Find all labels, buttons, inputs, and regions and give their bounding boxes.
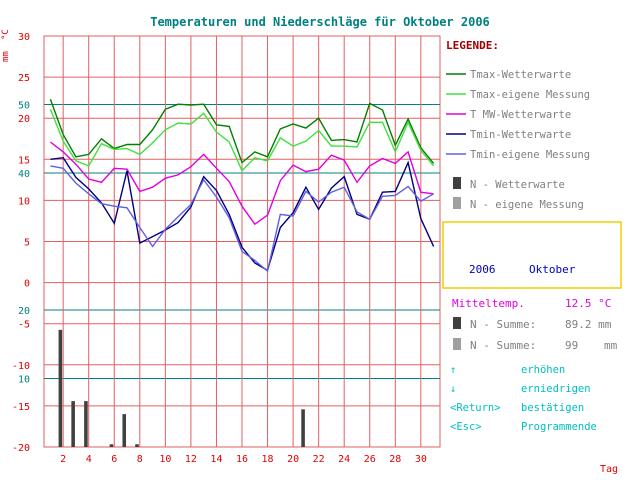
legend-label: Tmax-Wetterwarte [470,69,571,81]
y-tick-label: 5 [24,238,30,249]
x-tick-label: 14 [210,454,222,465]
x-tick-label: 6 [111,454,117,465]
precip-bar [122,414,127,447]
mean-temp-value: 12.5 °C [565,297,611,310]
key-action: erniedrigen [521,383,591,395]
legend-bars: N - Wetterwarte N - eigene Messung [453,177,584,211]
legend-lines: Tmax-Wetterwarte Tmax-eigene Messung T MW-… [446,69,590,161]
x-tick-label: 20 [287,454,299,465]
key-action: bestätigen [521,402,584,414]
series-line [49,141,434,226]
precip-tick-label: 50 [18,101,30,112]
y-tick-label: 30 [18,32,30,43]
grid [43,35,441,448]
key-name: ↓ [450,383,456,395]
sum1-label: N - Summe: [470,318,536,331]
precip-bar [301,409,305,447]
period-year: 2006 [469,263,496,276]
x-axis-ticks: 2 4 6 8 10 12 14 16 18 20 22 24 26 28 30 [60,454,427,465]
y-tick-label: 0 [24,279,30,290]
key-name: ↑ [450,364,456,376]
precip-tick-label: 10 [18,375,30,386]
key-action: Programmende [521,421,597,433]
mean-temp-label: Mitteltemp. [452,297,525,310]
precip-bar [84,401,88,447]
legend-label: Tmax-eigene Messung [470,89,590,101]
y-tick-label: 20 [18,114,30,125]
legend-bar-label: N - Wetterwarte [470,179,565,191]
legend-bar-swatch [453,197,461,209]
sum2-swatch [453,338,461,350]
period-month: Oktober [529,263,576,276]
x-tick-label: 28 [389,454,401,465]
precip-bar [109,444,114,447]
precip-tick-label: 40 [18,169,30,180]
sum1-value: 89.2 mm [565,318,612,331]
key-name: <Return> [450,402,501,414]
x-tick-label: 12 [185,454,197,465]
sum2-label: N - Summe: [470,339,536,352]
key-help: ↑ erhöhen ↓ erniedrigen <Return> bestätigen <E… [450,364,597,433]
x-tick-label: 8 [137,454,143,465]
y-tick-label: 25 [18,73,30,84]
series-line [49,108,435,173]
key-action: erhöhen [521,364,565,376]
x-tick-label: 2 [60,454,66,465]
sum1-swatch [453,317,461,329]
legend-bar-label: N - eigene Messung [470,199,584,211]
x-tick-label: 10 [159,454,171,465]
sum2-value: 99 [565,339,578,352]
x-axis-unit: Tag [600,464,618,475]
temperature-lines [49,99,435,273]
x-tick-label: 4 [86,454,92,465]
y-axis-unit-degc: °C [1,29,11,40]
chart-title: Temperaturen und Niederschläge für Oktob… [150,15,490,29]
sum2-unit: mm [604,339,618,352]
x-tick-label: 18 [262,454,274,465]
x-tick-label: 22 [313,454,325,465]
period-panel [442,221,622,289]
precip-bar [71,401,75,447]
key-name: <Esc> [450,421,482,433]
precip-bars [58,329,305,447]
x-tick-label: 30 [415,454,427,465]
y-tick-label: -10 [12,361,30,372]
y-tick-label: -15 [12,402,30,413]
legend-heading: LEGENDE: [446,39,499,52]
y-tick-label: -20 [12,443,30,454]
legend-label: Tmin-eigene Messung [470,149,590,161]
precip-bar [135,444,139,447]
precip-bar [58,329,63,447]
y-tick-label: -5 [18,320,30,331]
x-tick-label: 26 [364,454,376,465]
y-tick-label: 10 [18,196,30,207]
legend-bar-swatch [453,177,461,189]
y-axis-ticks: -20 -15 -10 -5 0 5 10 15 20 25 30 [12,32,30,454]
y-tick-label: 15 [18,155,30,166]
series-line [49,99,435,164]
legend-label: T MW-Wetterwarte [470,109,571,121]
series-line [50,165,434,273]
x-tick-label: 24 [338,454,350,465]
precip-tick-label: 20 [18,306,30,317]
y-axis-unit-mm: mm [1,51,11,62]
x-tick-label: 16 [236,454,248,465]
legend-label: Tmin-Wetterwarte [470,129,571,141]
